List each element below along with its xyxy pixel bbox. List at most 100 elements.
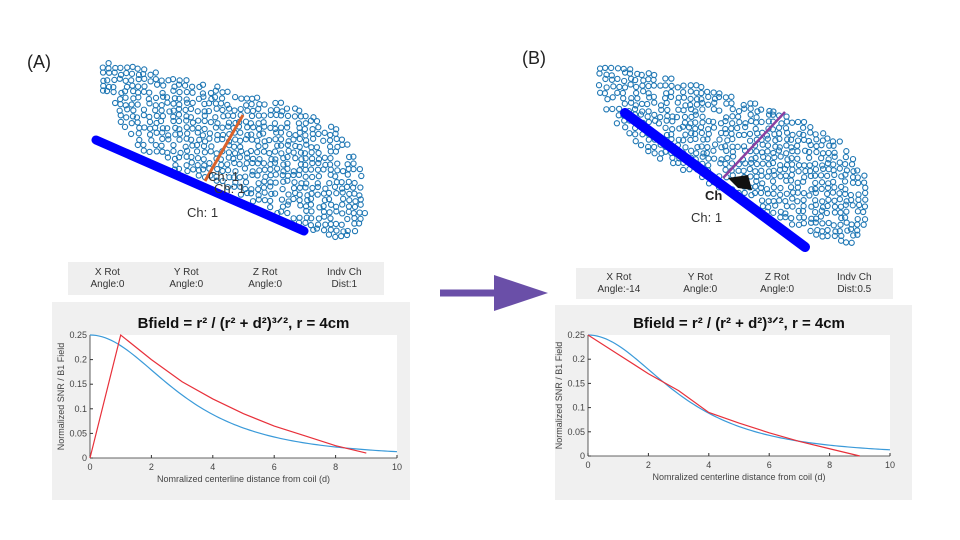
control-z-rot[interactable]: Z Rot Angle:0 — [760, 272, 794, 296]
cloud-point — [176, 126, 183, 133]
cloud-point — [316, 204, 323, 211]
cloud-point — [182, 143, 189, 150]
cloud-point — [230, 143, 238, 150]
cloud-point — [812, 201, 819, 208]
cloud-point — [284, 177, 291, 184]
cloud-point — [794, 137, 802, 144]
cloud-point — [213, 105, 220, 112]
cloud-point — [640, 77, 647, 84]
cloud-point — [122, 77, 129, 84]
cloud-point — [855, 201, 863, 209]
x-tick-label: 4 — [210, 462, 215, 472]
cloud-point — [352, 198, 359, 205]
cloud-point — [824, 135, 831, 142]
control-value: Angle:0 — [248, 278, 283, 290]
controls-b: X Rot Angle:-14 Y Rot Angle:0 Z Rot Angle:0… — [576, 268, 893, 299]
cloud-point — [141, 124, 148, 131]
cloud-point — [195, 172, 202, 179]
cloud-point — [261, 189, 268, 196]
cloud-point — [219, 89, 226, 96]
cloud-point — [823, 209, 831, 217]
cloud-point — [687, 147, 695, 154]
y-tick-label: 0.15 — [567, 378, 585, 388]
cloud-point — [789, 195, 796, 202]
cloud-point — [236, 137, 244, 144]
cloud-point — [861, 172, 868, 179]
cloud-point — [734, 143, 741, 150]
cloud-point — [800, 197, 807, 204]
control-y-rot[interactable]: Y Rot Angle:0 — [169, 267, 203, 291]
cloud-point — [818, 154, 825, 162]
cloud-point — [302, 173, 309, 180]
cloud-point — [242, 136, 250, 143]
cloud-point — [160, 82, 167, 89]
cloud-point — [110, 88, 117, 96]
cloud-point — [260, 112, 268, 119]
cloud-point — [596, 65, 604, 72]
cloud-point — [322, 221, 329, 228]
cloud-point — [250, 124, 257, 131]
cloud-point — [195, 117, 202, 124]
cloud-point — [663, 99, 670, 107]
x-tick-label: 6 — [767, 460, 772, 470]
cloud-point — [207, 118, 215, 126]
control-indv-ch[interactable]: Indv Ch Dist:0.5 — [837, 272, 871, 296]
cloud-point — [256, 167, 263, 174]
cloud-point — [847, 226, 855, 233]
cloud-point — [152, 94, 160, 102]
cloud-point — [634, 95, 641, 102]
cloud-point — [310, 226, 317, 234]
control-y-rot[interactable]: Y Rot Angle:0 — [683, 272, 717, 296]
cloud-point — [842, 171, 849, 178]
cloud-point — [183, 96, 190, 103]
cloud-point — [782, 214, 789, 221]
cloud-point — [361, 209, 369, 217]
cloud-point — [722, 117, 729, 125]
cloud-point — [842, 201, 849, 208]
cloud-point — [782, 172, 790, 179]
cloud-point — [248, 95, 256, 102]
control-indv-ch[interactable]: Indv Ch Dist:1 — [327, 267, 361, 291]
cloud-point — [225, 149, 233, 156]
cloud-point — [254, 160, 262, 167]
cloud-point — [327, 166, 334, 173]
cloud-point — [735, 131, 743, 139]
cloud-point — [159, 135, 166, 143]
cloud-point — [183, 147, 191, 155]
cloud-point — [662, 82, 669, 89]
cloud-point — [788, 215, 795, 222]
cloud-point — [244, 124, 251, 131]
cloud-point — [303, 180, 310, 187]
control-x-rot[interactable]: X Rot Angle:0 — [90, 267, 124, 291]
cloud-point — [201, 117, 208, 125]
cloud-point — [272, 136, 279, 143]
cloud-point — [843, 208, 850, 215]
cloud-point — [325, 231, 333, 238]
cloud-point — [805, 154, 813, 161]
cloud-point — [205, 100, 213, 107]
cloud-point — [343, 183, 351, 191]
cloud-point — [795, 162, 803, 169]
cloud-point — [217, 100, 225, 107]
cloud-point — [320, 227, 328, 234]
cloud-point — [175, 81, 183, 88]
cloud-point — [291, 113, 299, 120]
cloud-point — [157, 117, 165, 125]
cloud-point — [327, 201, 335, 208]
cloud-point — [848, 239, 855, 246]
cloud-point — [796, 130, 803, 137]
cloud-point — [164, 154, 172, 161]
control-z-rot[interactable]: Z Rot Angle:0 — [248, 267, 282, 291]
control-x-rot[interactable]: X Rot Angle:-14 — [597, 272, 640, 296]
cloud-point — [837, 221, 844, 228]
cloud-point — [344, 227, 351, 235]
cloud-point — [639, 108, 646, 115]
cloud-point — [764, 135, 771, 142]
cloud-point — [117, 101, 124, 108]
y-tick-label: 0.1 — [74, 404, 87, 414]
chart-a: 0 2 4 6 8 10 0 0.05 0.1 0.15 0.2 0.25 Bfield = r² / … — [56, 315, 402, 484]
cloud-point — [146, 148, 153, 156]
cloud-point — [715, 93, 723, 101]
cloud-point — [140, 111, 148, 119]
cloud-point — [729, 143, 736, 150]
